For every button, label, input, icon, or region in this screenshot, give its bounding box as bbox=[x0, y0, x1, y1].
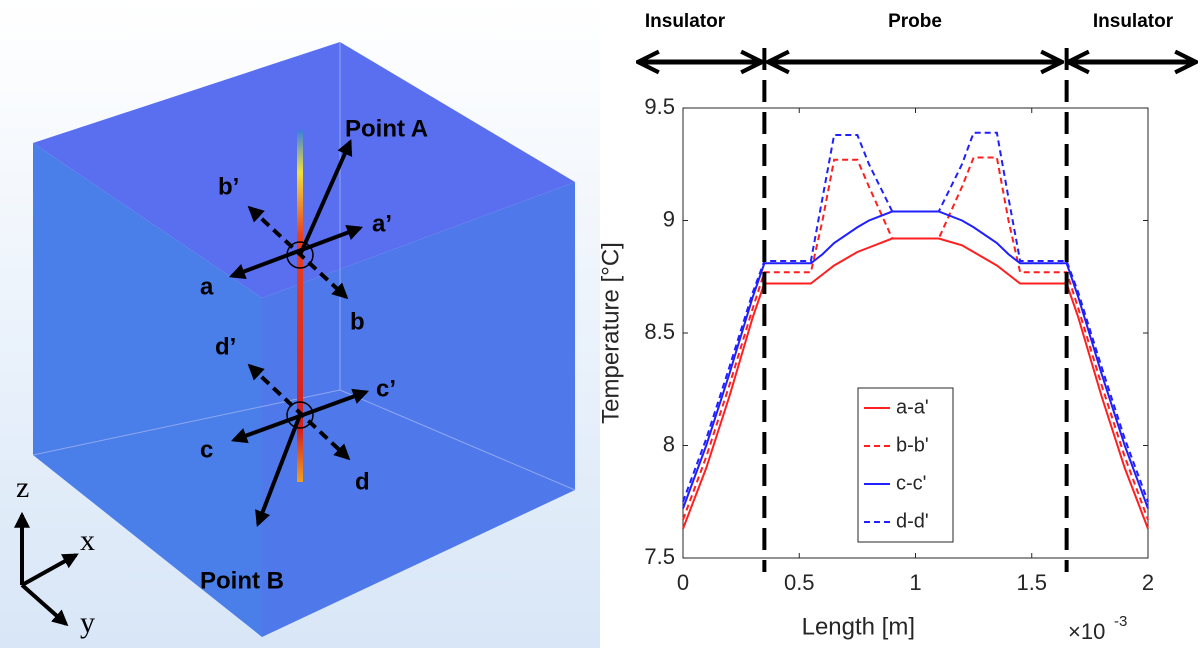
axis-name: z bbox=[16, 471, 29, 504]
hidden-edge bbox=[339, 389, 576, 491]
x-tick-label: 0.5 bbox=[784, 570, 815, 595]
series-line bbox=[682, 131, 1149, 503]
y-axis-label: Temperature [°C] bbox=[597, 242, 624, 424]
y-tick-label: 9.5 bbox=[644, 94, 675, 119]
series-line bbox=[682, 156, 1149, 521]
legend-label: a-a' bbox=[896, 396, 929, 418]
axis-arrow bbox=[21, 553, 79, 587]
annotation: Insulator bbox=[1093, 11, 1174, 32]
point-marker bbox=[286, 241, 314, 269]
arrow bbox=[247, 205, 349, 300]
axis-name: y bbox=[80, 606, 95, 639]
y-tick-label: 7.5 bbox=[644, 544, 675, 569]
y-tick-label: 8.5 bbox=[644, 319, 675, 344]
x-multiplier: ×10 bbox=[1068, 619, 1105, 644]
x-tick-label: 1 bbox=[909, 570, 921, 595]
label: c bbox=[200, 436, 213, 463]
label: d’ bbox=[215, 333, 236, 360]
x-tick-label: 1.5 bbox=[1016, 570, 1047, 595]
label: a bbox=[200, 273, 214, 300]
cube-top bbox=[33, 42, 575, 298]
legend-box bbox=[857, 387, 954, 543]
label: d bbox=[355, 468, 370, 495]
label: a’ bbox=[372, 210, 392, 237]
arrow bbox=[247, 363, 351, 461]
legend-label: b-b' bbox=[896, 434, 929, 456]
series-line bbox=[682, 210, 1149, 509]
label: Point A bbox=[345, 115, 428, 142]
axis-arrow bbox=[20, 583, 69, 627]
x-tick-label: 2 bbox=[1142, 570, 1154, 595]
axis-name: x bbox=[80, 524, 95, 557]
annotation: Probe bbox=[888, 11, 942, 32]
x-axis-label: Length [m] bbox=[802, 613, 915, 640]
cube-diagram: Point A Point B a a’ b b’ c c’ d d’ z x … bbox=[0, 0, 600, 648]
point-marker bbox=[286, 401, 314, 429]
y-tick-label: 9 bbox=[663, 206, 675, 231]
legend-label: c-c' bbox=[896, 472, 926, 494]
probe bbox=[297, 130, 303, 482]
annotation: Insulator bbox=[645, 11, 726, 32]
label: b’ bbox=[218, 173, 239, 200]
x-exponent: -3 bbox=[1114, 613, 1127, 630]
label: Point B bbox=[200, 567, 284, 594]
y-tick-label: 8 bbox=[663, 431, 675, 456]
legend-label: d-d' bbox=[896, 510, 929, 532]
cube-left bbox=[33, 143, 262, 637]
label: b bbox=[350, 308, 365, 335]
label: c’ bbox=[376, 375, 396, 402]
x-tick-label: 0 bbox=[677, 570, 689, 595]
